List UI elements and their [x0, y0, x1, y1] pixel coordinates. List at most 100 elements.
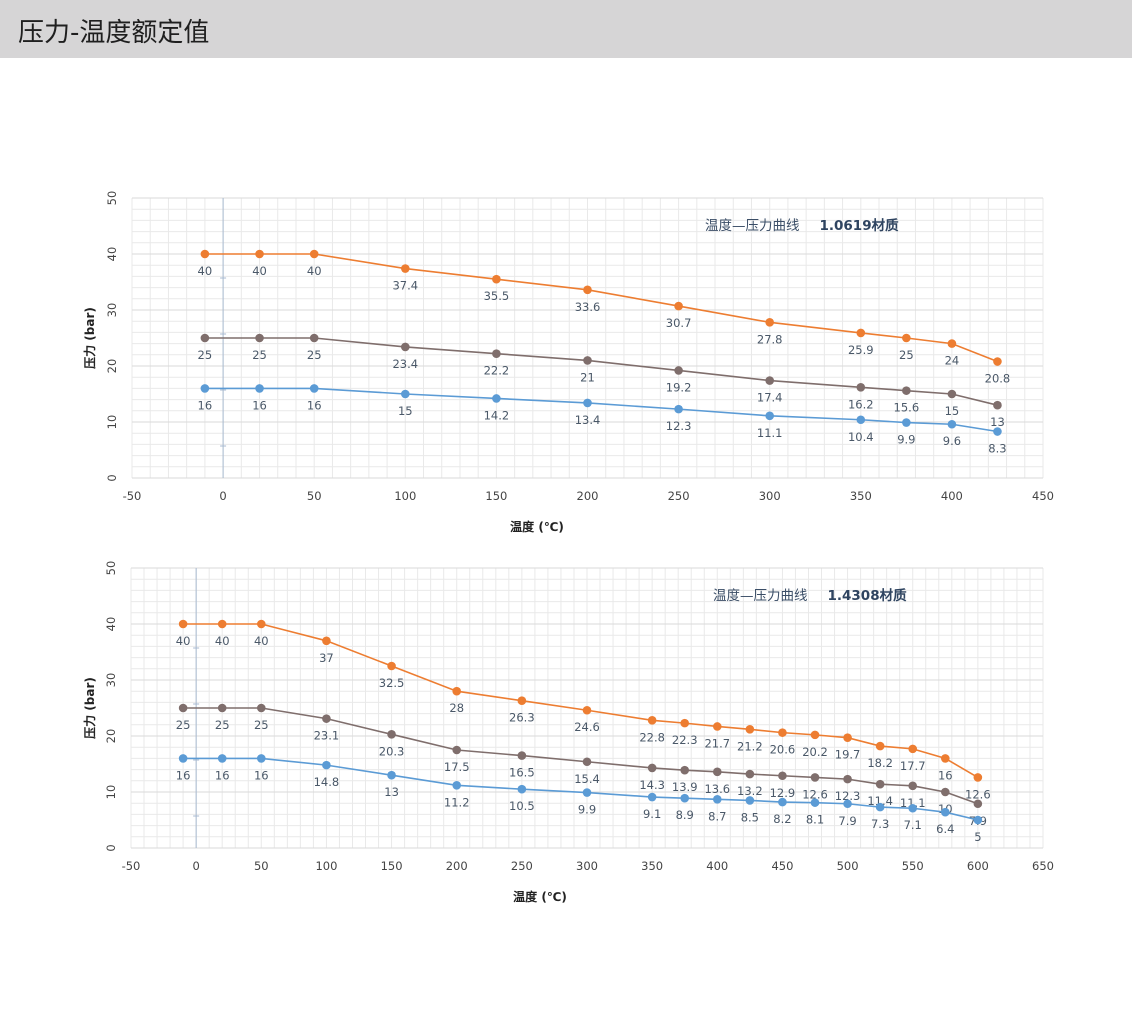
data-label: 15.4 — [574, 772, 600, 786]
data-label: 19.7 — [835, 748, 861, 762]
y-tick-label: 50 — [104, 561, 118, 576]
data-label: 12.6 — [965, 787, 991, 801]
y-tick-label: 20 — [105, 359, 119, 374]
x-axis-title: 温度 (℃) — [513, 889, 567, 904]
data-label: 40 — [254, 634, 269, 648]
data-label: 13.2 — [737, 784, 763, 798]
y-tick-label: 20 — [104, 729, 118, 744]
x-tick-label: 50 — [307, 489, 322, 503]
data-label: 22.8 — [639, 730, 665, 744]
x-tick-label: 150 — [381, 859, 403, 873]
data-label: 9.1 — [643, 807, 661, 821]
data-label: 40 — [176, 634, 191, 648]
data-point — [200, 333, 210, 343]
chart-title-material: 1.0619材质 — [820, 217, 900, 234]
data-label: 20.6 — [770, 743, 796, 757]
data-label: 17.4 — [757, 391, 783, 405]
data-point — [993, 400, 1002, 410]
data-point — [712, 722, 722, 731]
x-tick-label: 300 — [576, 859, 598, 873]
x-tick-label: 450 — [1032, 489, 1054, 503]
data-point — [517, 696, 527, 706]
data-label: 21.7 — [704, 736, 730, 750]
data-point — [712, 767, 722, 777]
data-label: 16 — [215, 768, 230, 782]
data-point — [309, 384, 319, 393]
data-point — [947, 389, 957, 399]
data-point — [583, 285, 592, 295]
data-label: 10.5 — [509, 799, 535, 813]
data-point — [902, 418, 911, 427]
x-axis-title: 温度 (℃) — [510, 519, 564, 534]
data-point — [856, 415, 866, 425]
y-tick-label: 0 — [105, 474, 119, 481]
data-label: 27.8 — [757, 332, 783, 346]
data-label: 7.1 — [904, 818, 922, 832]
data-point — [902, 333, 911, 343]
y-axis-title: 压力 (bar) — [82, 307, 97, 369]
data-point — [908, 781, 918, 791]
data-point — [217, 619, 227, 629]
x-tick-label: 350 — [850, 489, 872, 503]
data-label: 40 — [198, 264, 213, 278]
data-point — [947, 339, 957, 348]
data-label: 23.1 — [314, 729, 340, 743]
data-point — [745, 724, 755, 734]
data-label: 16.5 — [509, 766, 535, 780]
y-tick-label: 40 — [104, 617, 118, 632]
series-line — [204, 337, 998, 406]
y-tick-label: 0 — [104, 844, 118, 851]
data-label: 22.3 — [672, 733, 698, 747]
data-point — [973, 815, 983, 825]
series-3: 16 16 16 14.8 13 11.2 10.5 9.9 9.1 8.9 8.7 8.5 8.2 8.… — [176, 754, 983, 844]
data-label: 26.3 — [509, 711, 535, 725]
data-point — [255, 249, 264, 259]
series-line — [204, 387, 998, 433]
y-tick-label: 10 — [104, 785, 118, 800]
data-label: 17.7 — [900, 759, 926, 773]
data-point — [856, 328, 866, 338]
data-label: 23.4 — [392, 357, 418, 371]
data-label: 8.9 — [676, 808, 694, 822]
data-label: 5 — [974, 830, 981, 844]
data-point — [680, 718, 690, 728]
data-point — [647, 763, 657, 773]
data-label: 22.2 — [484, 364, 510, 378]
data-label: 35.5 — [484, 289, 510, 303]
y-tick-label: 30 — [105, 303, 119, 318]
data-label: 7.3 — [871, 817, 889, 831]
x-tick-label: 150 — [485, 489, 507, 503]
y-axis-title: 压力 (bar) — [82, 677, 97, 739]
series-3: 16 16 16 15 14.2 13.4 12.3 11.1 10.4 9.9 9.6 8.3 — [198, 384, 1007, 456]
data-label: 16 — [254, 768, 269, 782]
page-title: 压力-温度额定值 — [18, 18, 210, 48]
data-label: 7.9 — [838, 814, 856, 828]
data-label: 15 — [945, 404, 960, 418]
data-point — [843, 733, 852, 742]
data-point — [778, 771, 787, 781]
data-label: 20.3 — [379, 744, 405, 758]
data-point — [973, 773, 983, 782]
data-label: 24.6 — [574, 720, 600, 734]
data-label: 11.1 — [757, 426, 783, 440]
data-point — [582, 757, 592, 767]
data-label: 9.9 — [578, 803, 596, 817]
data-point — [256, 703, 266, 713]
data-point — [765, 318, 774, 327]
data-point — [583, 356, 592, 365]
data-label: 16 — [252, 398, 267, 412]
data-point — [387, 661, 396, 671]
data-label: 12.6 — [802, 787, 828, 801]
data-label: 32.5 — [379, 676, 405, 690]
data-point — [875, 802, 885, 812]
data-point — [908, 803, 918, 813]
data-point — [452, 780, 462, 790]
data-point — [322, 714, 331, 723]
data-point — [582, 705, 592, 715]
data-label: 8.5 — [741, 810, 759, 824]
series-line — [204, 253, 998, 363]
x-tick-label: 100 — [315, 859, 337, 873]
data-label: 21.2 — [737, 739, 763, 753]
data-point — [745, 796, 755, 805]
data-point — [309, 333, 319, 343]
